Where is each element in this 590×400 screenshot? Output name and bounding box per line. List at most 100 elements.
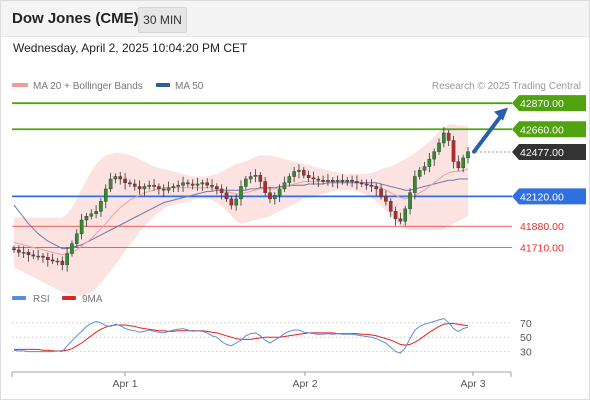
candle-body: [89, 213, 94, 217]
candle-body: [446, 132, 451, 141]
candle-body: [326, 180, 330, 182]
candle-body: [181, 182, 185, 186]
candle-body: [55, 260, 60, 263]
candle-body: [84, 216, 89, 221]
bollinger-band: [14, 124, 468, 296]
rsi-line: [13, 317, 469, 354]
candle-body: [316, 178, 321, 181]
candle-body: [171, 186, 176, 188]
candle-body: [123, 178, 127, 183]
level-tag-1: [512, 121, 586, 138]
timeframe-selector[interactable]: 30 MIN: [138, 7, 187, 33]
ma50-legend-swatch: [156, 83, 170, 87]
candle-body: [205, 182, 209, 186]
candle-body: [268, 192, 272, 200]
candle-body: [384, 196, 388, 202]
candle-body: [374, 186, 379, 190]
candle-body: [103, 188, 108, 202]
candle-body: [36, 255, 40, 258]
candle-body: [364, 183, 369, 186]
candle-body: [253, 175, 258, 177]
candle-body: [60, 260, 65, 265]
candle-body: [244, 178, 248, 187]
projection-arrow-shaft: [472, 112, 504, 154]
candle-body: [442, 132, 446, 144]
chart-datetime: Wednesday, April 2, 2025 10:04:20 PM CET: [13, 41, 248, 55]
level-label-5: 41710.00: [520, 242, 564, 254]
candle-body: [263, 181, 267, 193]
candle-body: [239, 186, 243, 200]
candle-body: [21, 252, 26, 254]
x-axis: Apr 1 Apr 2 Apr 3: [11, 371, 512, 390]
candle-body: [301, 170, 306, 176]
candle-body: [26, 252, 31, 256]
candle-body: [176, 185, 181, 187]
x-tick-label: Apr 2: [292, 378, 317, 390]
candle-body: [46, 257, 50, 260]
candle-body: [359, 182, 364, 185]
candle-body: [422, 166, 427, 171]
level-tag-3: [512, 188, 586, 205]
candle-body: [161, 188, 166, 191]
level-label-0: 42870.00: [520, 98, 564, 110]
candle-body: [258, 175, 263, 182]
candle-body: [190, 183, 195, 186]
candle-body: [70, 243, 74, 254]
candle-body: [108, 178, 113, 190]
candle-body: [282, 182, 287, 190]
candle-body: [388, 201, 393, 212]
rsi-tick-label-50: 50: [520, 332, 532, 344]
level-label-4: 41880.00: [520, 221, 564, 233]
ma20-legend-label: MA 20 + Bollinger Bands: [33, 81, 143, 92]
level-label-3: 42120.00: [520, 191, 564, 203]
candle-body: [113, 176, 118, 180]
candle-body: [195, 183, 200, 186]
candle-body: [137, 186, 142, 190]
candle-body: [466, 151, 470, 159]
candle-body: [330, 180, 335, 182]
candle-body: [132, 183, 137, 187]
candle-body: [408, 192, 412, 210]
candle-body: [229, 198, 234, 206]
candle-body: [17, 249, 21, 253]
instrument-title: Dow Jones (CME): [12, 10, 139, 27]
candle-body: [345, 180, 350, 182]
candle-body: [393, 211, 398, 219]
candle-body: [306, 175, 311, 178]
candle-body: [142, 186, 147, 190]
candle-body: [432, 151, 436, 160]
x-tick-label: Apr 3: [460, 378, 485, 390]
rsi-legend-label: RSI: [33, 294, 50, 305]
main-plot-area: 42870.00 42660.00 42477.00 42120.00 41880.00…: [12, 95, 586, 296]
level-tag-2: [512, 144, 586, 161]
candle-body: [79, 219, 84, 234]
ma50-legend-label: MA 50: [175, 81, 204, 92]
candle-body: [200, 182, 205, 185]
candle-body: [340, 180, 345, 182]
candle-body: [413, 176, 417, 193]
rsi-tick-label-30: 30: [520, 347, 532, 359]
ma20-legend-swatch: [12, 83, 28, 87]
candle-body: [157, 186, 161, 190]
candle-body: [355, 181, 359, 183]
chart-legend: MA 20 + Bollinger Bands MA 50 Research ©…: [12, 81, 581, 92]
candle-body: [215, 186, 219, 190]
rsi-plot-area: 70 50 30: [12, 318, 532, 359]
candle-body: [456, 161, 461, 169]
candle-body: [99, 201, 103, 212]
candle-body: [147, 185, 152, 187]
candle-body: [321, 180, 325, 182]
candle-body: [166, 187, 171, 191]
level-label-1: 42660.00: [520, 124, 564, 136]
candle-body: [248, 176, 253, 180]
rsi-legend: RSI 9MA: [12, 294, 103, 305]
candle-body: [94, 211, 98, 214]
candle-body: [118, 176, 123, 180]
chart-header: Dow Jones (CME) 30 MIN: [1, 1, 589, 37]
candle-body: [186, 182, 190, 185]
candle-body: [292, 171, 296, 177]
candle-body: [427, 158, 432, 167]
candle-body: [287, 176, 292, 183]
candle-body: [128, 182, 132, 185]
x-tick-label: Apr 1: [112, 378, 137, 390]
